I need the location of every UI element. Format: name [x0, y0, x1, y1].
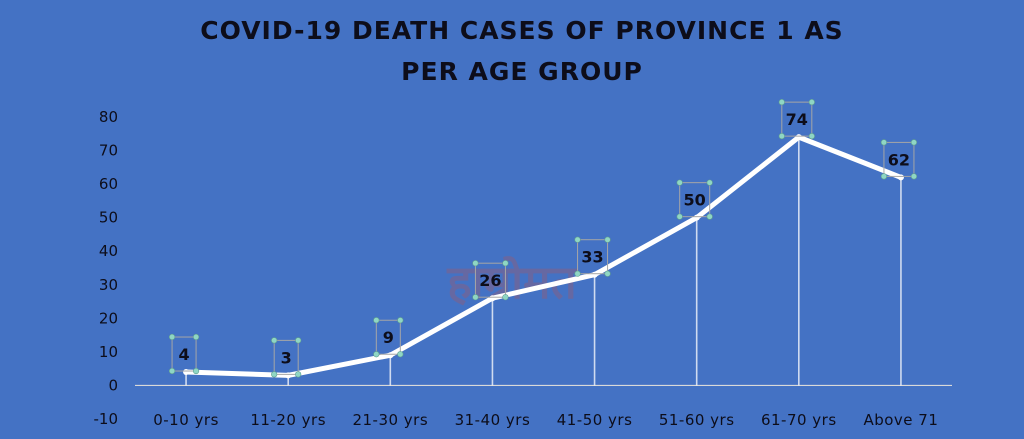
label-handle: [706, 213, 713, 220]
label-handle: [706, 179, 713, 186]
data-label-box: [577, 239, 609, 275]
y-tick-label: 40: [99, 242, 118, 260]
data-label-box: [679, 182, 711, 218]
label-handle: [271, 371, 278, 378]
data-label: 33: [581, 248, 603, 267]
label-handle: [472, 260, 479, 267]
category-label: 11-20 yrs: [250, 411, 326, 429]
data-label-box: [273, 339, 299, 375]
label-handle: [397, 351, 404, 358]
category-label: 31-40 yrs: [455, 411, 531, 429]
data-point: [693, 214, 700, 221]
label-handle: [604, 236, 611, 243]
data-label-group: 3: [271, 337, 302, 378]
category-label: 51-60 yrs: [659, 411, 735, 429]
data-label-box: [171, 336, 197, 372]
category-label: Above 71: [863, 411, 938, 429]
category-labels: 0-10 yrs 11-20 yrs 21-30 yrs 31-40 yrs 41-50…: [153, 411, 938, 429]
data-point: [285, 372, 292, 379]
chart-title-line-2: PER AGE GROUP: [401, 57, 643, 86]
data-label: 3: [281, 348, 292, 367]
category-label: 21-30 yrs: [352, 411, 428, 429]
label-handle: [192, 367, 200, 375]
y-tick-label: 70: [99, 142, 118, 160]
data-label: 50: [684, 191, 706, 210]
data-point: [897, 174, 904, 181]
label-handle: [502, 260, 509, 267]
label-handle: [778, 133, 785, 140]
data-label-box: [474, 262, 506, 298]
data-label: 26: [479, 271, 501, 290]
data-point: [183, 369, 190, 376]
label-handle: [604, 270, 611, 277]
label-handle: [676, 213, 683, 220]
category-label: 61-70 yrs: [761, 411, 837, 429]
label-handle: [880, 173, 888, 180]
y-tick-label: 30: [99, 276, 118, 294]
y-tick-label: 10: [99, 343, 118, 361]
data-label-box: [781, 101, 813, 137]
category-label: 0-10 yrs: [153, 411, 219, 429]
y-tick-label: 20: [99, 309, 118, 327]
label-handle: [808, 99, 815, 106]
data-label-box: [375, 319, 401, 355]
label-handle: [778, 99, 785, 106]
data-label-group: 50: [676, 179, 713, 220]
label-handle: [373, 317, 380, 324]
data-label-group: 62: [880, 139, 918, 180]
label-handle: [373, 351, 380, 358]
label-handle: [397, 317, 404, 324]
label-handle: [295, 371, 302, 378]
label-handle: [808, 133, 815, 140]
label-handle: [192, 333, 200, 341]
label-handle: [880, 139, 888, 146]
y-tick-label: -10: [94, 410, 119, 428]
label-handle: [910, 139, 918, 146]
data-point: [591, 271, 598, 278]
label-handle: [574, 236, 581, 243]
data-label: 9: [383, 328, 394, 347]
series-line-path: [183, 134, 904, 378]
data-label-group: 9: [373, 317, 404, 358]
y-tick-label: 80: [99, 108, 118, 126]
label-handle: [271, 337, 278, 344]
data-labels: 4 3 9 26 33 50 74 62: [168, 99, 918, 378]
data-point: [387, 352, 394, 359]
label-handle: [676, 179, 683, 186]
data-point: [489, 295, 496, 302]
label-handle: [910, 173, 918, 180]
category-label: 41-50 yrs: [557, 411, 633, 429]
label-handle: [168, 367, 176, 375]
data-label: 4: [178, 345, 189, 364]
data-label-group: 4: [168, 333, 200, 375]
chart-title-line-1: COVID-19 DEATH CASES OF PROVINCE 1 AS: [200, 16, 843, 45]
data-point: [795, 134, 802, 141]
label-handle: [295, 337, 302, 344]
data-label: 62: [888, 150, 910, 169]
data-label-box: [883, 141, 915, 177]
y-axis-ticks: -10 0 10 20 30 40 50 60 70 80: [94, 108, 119, 428]
y-tick-label: 50: [99, 209, 118, 227]
data-label-group: 74: [778, 99, 815, 140]
label-handle: [502, 294, 509, 301]
y-tick-label: 0: [108, 376, 118, 394]
data-label-group: 26: [472, 260, 509, 301]
data-label: 74: [786, 110, 808, 129]
label-handle: [574, 270, 581, 277]
label-handle: [472, 294, 479, 301]
data-label-group: 33: [574, 236, 611, 277]
y-tick-label: 60: [99, 175, 118, 193]
label-handle: [168, 333, 176, 341]
